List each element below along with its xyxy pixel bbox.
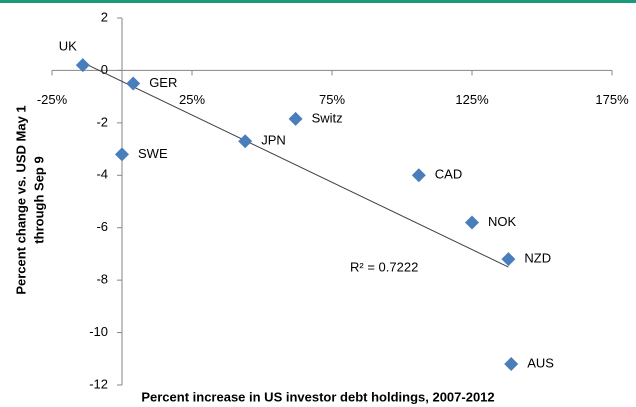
x-tick-label: 125% bbox=[455, 92, 489, 107]
point bbox=[465, 215, 479, 230]
point-label: GER bbox=[149, 75, 177, 90]
x-tick-label: 175% bbox=[595, 92, 629, 107]
trendline bbox=[82, 62, 509, 268]
point-label: JPN bbox=[261, 133, 286, 148]
y-tick-label: -4 bbox=[96, 167, 108, 182]
point bbox=[75, 58, 90, 73]
point bbox=[504, 357, 519, 372]
point-label: NZD bbox=[524, 251, 551, 266]
point-label: NOK bbox=[488, 214, 517, 229]
top-rule bbox=[0, 0, 636, 3]
point bbox=[238, 134, 253, 149]
y-tick-label: -12 bbox=[89, 376, 108, 391]
y-axis-title: Percent change vs. USD May 1 bbox=[13, 105, 28, 294]
y-tick-label: 0 bbox=[101, 62, 108, 77]
point-label: CAD bbox=[435, 167, 462, 182]
point bbox=[411, 168, 426, 183]
x-tick-label: 25% bbox=[179, 92, 205, 107]
x-tick-label: 75% bbox=[319, 92, 345, 107]
x-tick-label: -25% bbox=[37, 92, 68, 107]
point-label: Switz bbox=[312, 110, 343, 125]
y-axis-title: through Sep 9 bbox=[31, 156, 46, 243]
point bbox=[126, 76, 141, 91]
y-tick-label: 2 bbox=[101, 9, 108, 24]
point bbox=[115, 147, 129, 162]
x-axis-title: Percent increase in US investor debt hol… bbox=[141, 389, 494, 404]
point-label: AUS bbox=[527, 355, 554, 370]
point bbox=[501, 252, 516, 267]
y-tick-label: -10 bbox=[89, 324, 108, 339]
y-tick-label: -2 bbox=[96, 114, 108, 129]
r-squared: R² = 0.7222 bbox=[350, 259, 418, 274]
point-label: UK bbox=[59, 39, 77, 54]
y-tick-label: -6 bbox=[96, 219, 108, 234]
point bbox=[288, 111, 303, 126]
point-label: SWE bbox=[138, 146, 168, 161]
y-tick-label: -8 bbox=[96, 272, 108, 287]
